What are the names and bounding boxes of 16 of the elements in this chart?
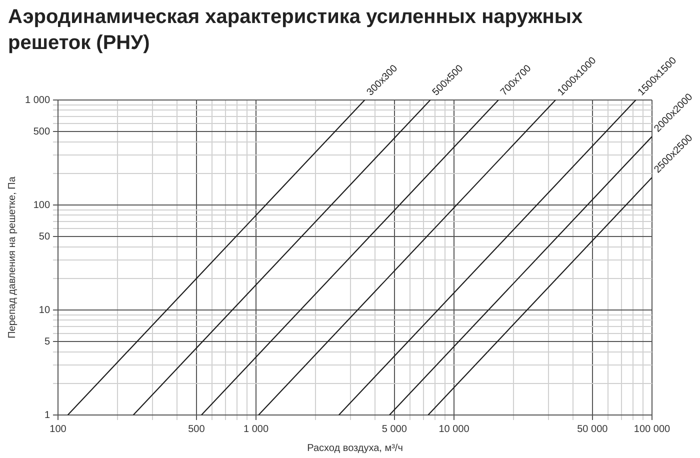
y-tick-label: 1 — [44, 410, 50, 421]
x-tick-label: 50 000 — [577, 424, 608, 435]
y-tick-label: 5 — [44, 336, 50, 348]
y-axis-title: Перепад давления на решетке, Па — [6, 176, 18, 338]
y-tick-label: 50 — [38, 231, 50, 242]
x-tick-label: 5 000 — [382, 424, 408, 435]
x-axis-title: Расход воздуха, м³/ч — [307, 442, 403, 454]
x-tick-label: 100 000 — [634, 424, 671, 435]
x-tick-label: 10 000 — [438, 424, 470, 435]
y-tick-label: 10 — [38, 304, 50, 316]
x-tick-label: 1 000 — [244, 424, 269, 435]
y-tick-label: 1 000 — [24, 94, 50, 106]
x-tick-label: 500 — [188, 424, 206, 435]
y-tick-label: 500 — [33, 126, 50, 138]
chart-title: Аэродинамическая характеристика усиленных наружных решеток (РНУ) — [8, 5, 584, 56]
y-tick-label: 100 — [33, 200, 50, 211]
